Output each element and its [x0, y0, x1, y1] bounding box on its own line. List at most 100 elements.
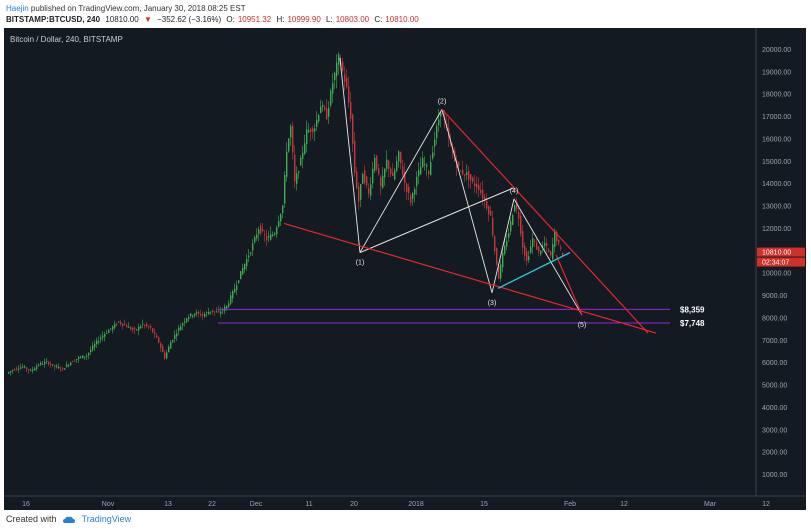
price-chart[interactable]: 20000.00 19000.00 18000.00 17000.00 16000.00… [4, 28, 806, 510]
candle-body [272, 234, 274, 236]
candle-body [282, 205, 284, 214]
candle-body [408, 186, 410, 194]
candle-body [30, 370, 32, 371]
y-axis[interactable]: 20000.00 19000.00 18000.00 17000.00 16000.00… [755, 28, 791, 496]
candle-body [546, 243, 548, 246]
candle-body [34, 368, 36, 371]
candle-body [462, 169, 464, 175]
chart-panel[interactable] [4, 28, 806, 510]
candle-body [96, 340, 98, 345]
price-label: $7,748 [680, 319, 705, 328]
candle-body [246, 258, 248, 266]
candle-body [302, 152, 304, 159]
candle-body [334, 72, 336, 81]
candle-body [142, 323, 144, 325]
x-tick-label: 15 [480, 501, 488, 508]
candle-body [376, 155, 378, 170]
candle-body [46, 361, 48, 363]
candle-body [74, 360, 76, 362]
candle-body [62, 367, 64, 369]
candle-body [424, 164, 426, 165]
candle-body [20, 367, 22, 369]
candle-body [306, 129, 308, 145]
wave-line [339, 57, 361, 253]
candle-body [108, 330, 110, 333]
candle-body [558, 240, 560, 244]
x-tick-label: 12 [620, 501, 628, 508]
candle-body [304, 143, 306, 154]
candle-body [198, 312, 200, 314]
candle-body [190, 313, 192, 317]
candle-body [288, 138, 290, 152]
author-link[interactable]: Haejin [6, 4, 29, 13]
x-tick-label: 2018 [408, 501, 424, 508]
candle-body [328, 107, 330, 117]
candle-body [554, 230, 556, 248]
candle-body [210, 311, 212, 313]
y-tick-label: 19000.00 [762, 69, 791, 76]
candle-body [66, 364, 68, 368]
y-tick-label: 16000.00 [762, 136, 791, 143]
candle-body [394, 170, 396, 180]
candle-body [296, 173, 298, 184]
candle-body [466, 172, 468, 175]
candle-body [530, 246, 532, 253]
candle-body [60, 368, 62, 370]
candle-body [504, 245, 506, 254]
candle-body [324, 107, 326, 110]
candle-body [178, 327, 180, 331]
candle-body [232, 291, 234, 299]
wave-label: (1) [356, 260, 365, 267]
candle-body [354, 140, 356, 173]
candle-body [278, 221, 280, 227]
candle-body [164, 352, 166, 359]
x-axis[interactable]: 16 Nov 13 22 Dec 11 20 2018 15 Feb 12 Mar 12 [4, 495, 806, 508]
candle-body [434, 139, 436, 147]
candle-body [368, 188, 370, 194]
candle-body [244, 263, 246, 270]
candle-body [350, 102, 352, 119]
candle-body [318, 115, 320, 122]
candle-body [550, 251, 552, 256]
y-tick-label: 6000.00 [762, 360, 787, 367]
created-text: Created with [6, 514, 57, 524]
candle-body [208, 311, 210, 315]
x-tick-label: 11 [305, 501, 312, 508]
candle-body [290, 126, 292, 138]
candle-body [416, 176, 418, 187]
candle-body [150, 326, 152, 328]
candle-body [468, 171, 470, 180]
x-tick-label: Dec [250, 501, 263, 508]
candle-body [264, 234, 266, 236]
candle-body [230, 295, 232, 304]
candle-body [254, 237, 256, 243]
candle-body [366, 176, 368, 186]
x-tick-label: Mar [704, 501, 717, 508]
candle-body [532, 238, 534, 247]
tradingview-link[interactable]: TradingView [81, 514, 132, 524]
candle-body [14, 369, 16, 371]
candle-body [38, 364, 40, 366]
candle-body [402, 166, 404, 176]
candle-body [326, 108, 328, 120]
candle-body [126, 325, 128, 328]
candle-body [206, 312, 208, 314]
candle-body [396, 161, 398, 171]
candle-body [474, 183, 476, 187]
countdown-tag [757, 257, 805, 267]
candle-body [372, 168, 374, 184]
candle-body [238, 280, 240, 283]
channel-line [359, 187, 515, 254]
candle-body [374, 157, 376, 171]
candle-body [432, 152, 434, 159]
candle-body [280, 214, 282, 222]
candle-body [234, 288, 236, 293]
candle-body [314, 128, 316, 132]
candle-body [156, 335, 158, 338]
candle-body [500, 264, 502, 279]
y-tick-label: 4000.00 [762, 405, 787, 412]
candle-body [492, 218, 494, 236]
candle-body [522, 230, 524, 248]
candle-body [252, 243, 254, 251]
candle-body [348, 86, 350, 103]
